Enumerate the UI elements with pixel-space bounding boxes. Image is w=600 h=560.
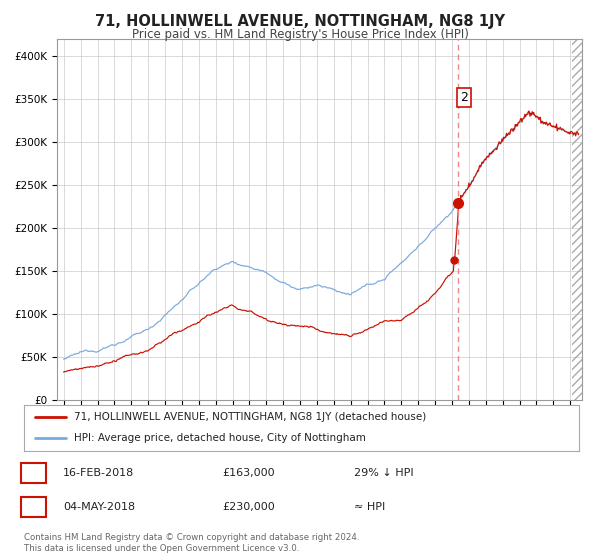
Text: 16-FEB-2018: 16-FEB-2018 xyxy=(63,468,134,478)
Text: 1: 1 xyxy=(30,468,37,478)
Text: ≈ HPI: ≈ HPI xyxy=(354,502,385,512)
Text: 2: 2 xyxy=(30,502,37,512)
Text: HPI: Average price, detached house, City of Nottingham: HPI: Average price, detached house, City… xyxy=(74,433,366,444)
Text: 29% ↓ HPI: 29% ↓ HPI xyxy=(354,468,413,478)
Text: 04-MAY-2018: 04-MAY-2018 xyxy=(63,502,135,512)
Text: 2: 2 xyxy=(460,91,468,104)
Text: £230,000: £230,000 xyxy=(222,502,275,512)
Text: £163,000: £163,000 xyxy=(222,468,275,478)
Text: 71, HOLLINWELL AVENUE, NOTTINGHAM, NG8 1JY (detached house): 71, HOLLINWELL AVENUE, NOTTINGHAM, NG8 1… xyxy=(74,412,426,422)
Text: Price paid vs. HM Land Registry's House Price Index (HPI): Price paid vs. HM Land Registry's House … xyxy=(131,28,469,41)
Text: 71, HOLLINWELL AVENUE, NOTTINGHAM, NG8 1JY: 71, HOLLINWELL AVENUE, NOTTINGHAM, NG8 1… xyxy=(95,14,505,29)
Text: Contains HM Land Registry data © Crown copyright and database right 2024.
This d: Contains HM Land Registry data © Crown c… xyxy=(24,533,359,553)
